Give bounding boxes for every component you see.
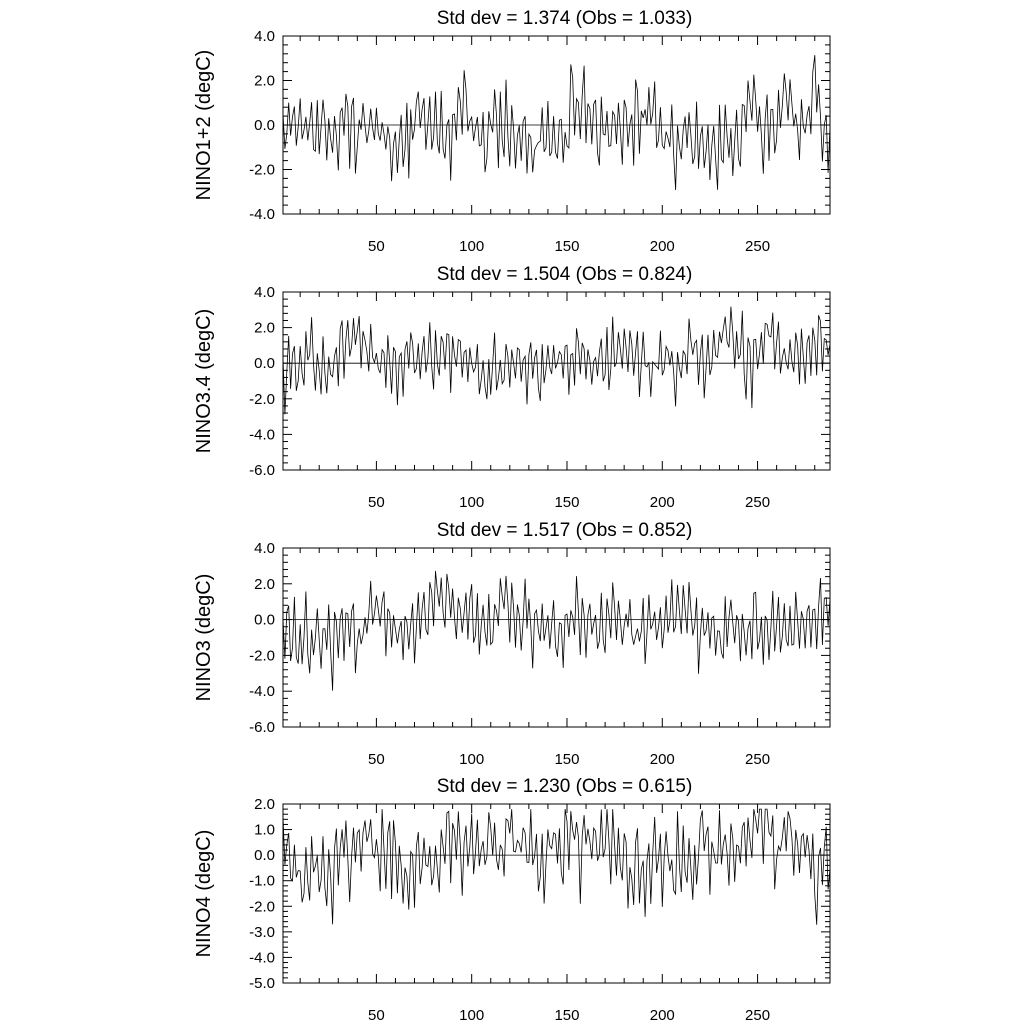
plot-frame: [282, 291, 831, 471]
y-tick-label: -4.0: [249, 949, 275, 966]
x-tick-label: 250: [745, 238, 770, 255]
panel-2: Std dev = 1.504 (Obs = 0.824) NINO3.4 (de…: [193, 264, 831, 511]
y-tick-label: 2.0: [254, 73, 275, 90]
x-tick-label: 150: [554, 1007, 579, 1024]
y-tick-label: 1.0: [254, 822, 275, 839]
x-tick-label: 50: [368, 494, 385, 511]
y-tick-label: -4.0: [249, 426, 275, 443]
y-tick-label: 0.0: [254, 355, 275, 372]
x-tick-label: 50: [368, 751, 385, 768]
x-tick-label: 100: [459, 751, 484, 768]
y-axis-label: NINO4 (degC): [193, 830, 215, 958]
x-tick-label: 250: [745, 494, 770, 511]
x-tick-label: 200: [650, 751, 675, 768]
y-tick-label: -2.0: [249, 898, 275, 915]
x-tick-label: 250: [745, 1007, 770, 1024]
plot-frame: [282, 803, 831, 984]
y-axis-label: NINO3 (degC): [193, 574, 215, 702]
x-tick-label: 200: [650, 238, 675, 255]
y-tick-label: -4.0: [249, 683, 275, 700]
y-tick-label: -2.0: [249, 391, 275, 408]
y-tick-label: 2.0: [254, 576, 275, 593]
x-tick-label: 200: [650, 1007, 675, 1024]
x-tick-label: 100: [459, 238, 484, 255]
x-tick-label: 200: [650, 494, 675, 511]
y-tick-label: 2.0: [254, 320, 275, 337]
x-tick-label: 50: [368, 238, 385, 255]
panel-4: Std dev = 1.230 (Obs = 0.615) NINO4 (degC…: [193, 776, 831, 1024]
y-tick-label: -5.0: [249, 975, 275, 992]
x-tick-label: 150: [554, 494, 579, 511]
x-tick-label: 50: [368, 1007, 385, 1024]
panel-title: Std dev = 1.374 (Obs = 1.033): [437, 8, 693, 29]
series-line: [282, 808, 831, 925]
y-tick-label: 4.0: [254, 540, 275, 557]
x-tick-label: 100: [459, 1007, 484, 1024]
y-tick-label: -6.0: [249, 462, 275, 479]
series-line: [282, 570, 831, 691]
panel-1: Std dev = 1.374 (Obs = 1.033) NINO1+2 (de…: [193, 8, 831, 255]
series-line: [282, 306, 831, 415]
y-tick-label: -4.0: [249, 206, 275, 223]
plot-frame: [282, 547, 831, 728]
panel-title: Std dev = 1.517 (Obs = 0.852): [437, 520, 693, 541]
panel-3: Std dev = 1.517 (Obs = 0.852) NINO3 (degC…: [193, 520, 831, 768]
series-line: [282, 55, 831, 191]
y-tick-label: 2.0: [254, 796, 275, 813]
x-tick-label: 250: [745, 751, 770, 768]
panel-title: Std dev = 1.230 (Obs = 0.615): [437, 776, 693, 797]
x-tick-label: 150: [554, 238, 579, 255]
y-tick-label: -1.0: [249, 873, 275, 890]
y-tick-label: -6.0: [249, 719, 275, 736]
y-tick-label: 0.0: [254, 612, 275, 629]
y-tick-label: 4.0: [254, 28, 275, 45]
y-tick-label: 0.0: [254, 847, 275, 864]
y-tick-label: -2.0: [249, 647, 275, 664]
y-tick-label: 4.0: [254, 284, 275, 301]
y-tick-label: -3.0: [249, 924, 275, 941]
y-tick-label: -2.0: [249, 162, 275, 179]
y-axis-label: NINO3.4 (degC): [193, 309, 215, 454]
x-tick-label: 150: [554, 751, 579, 768]
y-tick-label: 0.0: [254, 117, 275, 134]
y-axis-label: NINO1+2 (degC): [193, 50, 215, 201]
x-tick-label: 100: [459, 494, 484, 511]
panel-title: Std dev = 1.504 (Obs = 0.824): [437, 264, 693, 285]
